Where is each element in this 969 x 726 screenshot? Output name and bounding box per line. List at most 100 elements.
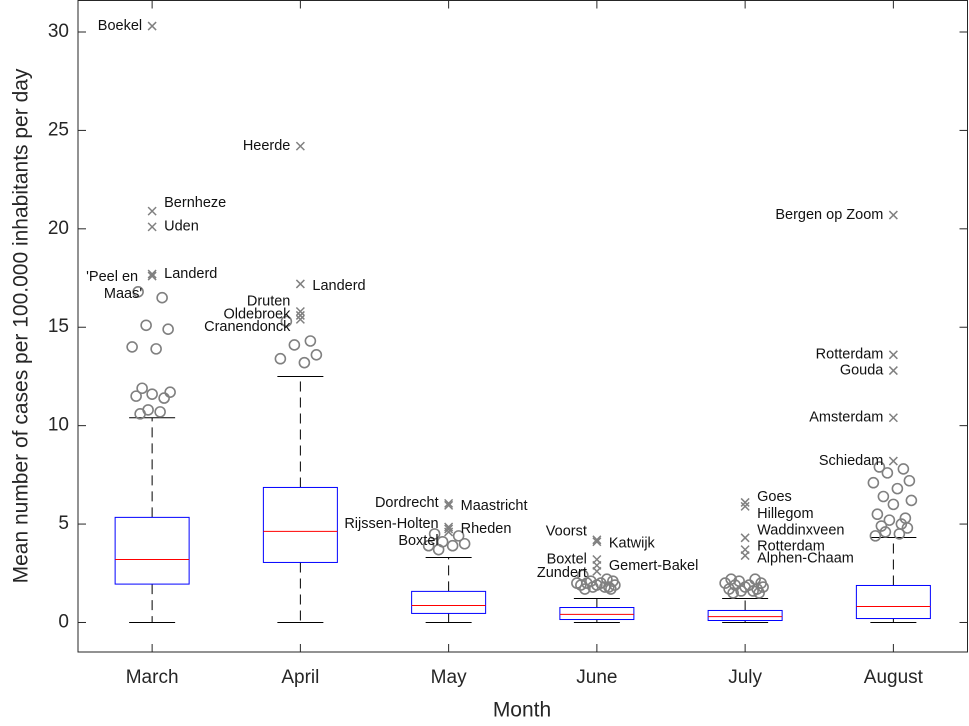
outlier-label: Uden — [164, 219, 199, 235]
extreme-outlier — [295, 141, 305, 151]
extreme-outlier — [147, 21, 157, 31]
outlier-label: Alphen-Chaam — [757, 550, 854, 566]
x-tick-label: April — [281, 667, 319, 688]
outlier — [154, 406, 166, 418]
outlier — [727, 587, 739, 599]
outlier — [132, 286, 144, 298]
y-tick-label: 25 — [48, 119, 69, 140]
x-axis-label: Month — [493, 699, 551, 722]
extreme-outlier — [444, 527, 454, 537]
outlier — [747, 585, 759, 597]
extreme-outlier — [740, 533, 750, 543]
outlier — [140, 319, 152, 332]
outlier — [150, 343, 162, 355]
y-tick-label: 10 — [48, 415, 69, 436]
extreme-outlier — [592, 566, 602, 576]
extreme-outlier — [888, 210, 898, 220]
x-tick-label: March — [126, 667, 179, 688]
box — [262, 486, 338, 563]
outlier — [458, 537, 471, 550]
outlier — [871, 508, 884, 521]
outlier — [579, 583, 591, 595]
outlier-label: Schiedam — [819, 453, 883, 469]
outlier — [601, 573, 613, 585]
x-tick-label: July — [728, 667, 762, 688]
extreme-outlier — [444, 498, 454, 508]
extreme-outlier — [147, 222, 157, 232]
extreme-outlier — [740, 501, 750, 511]
outlier-label: Bergen op Zoom — [775, 207, 883, 223]
outlier-label: Cranendonck — [204, 319, 291, 335]
outlier-label: Dordrecht — [375, 495, 439, 511]
outlier-label: Gouda — [840, 362, 884, 378]
outlier — [877, 490, 890, 503]
outlier-label: Heerde — [243, 138, 291, 154]
extreme-outlier — [740, 497, 750, 507]
outlier — [875, 520, 888, 532]
outlier — [753, 587, 765, 599]
outlier-label: Goes — [757, 489, 792, 505]
outlier-label: Landerd — [312, 278, 365, 294]
outlier — [428, 528, 441, 540]
outlier — [452, 530, 465, 542]
extreme-outlier — [147, 206, 157, 216]
extreme-outlier — [147, 271, 157, 281]
outlier-label: Druten — [247, 293, 291, 309]
y-tick-label: 30 — [48, 21, 69, 42]
outlier-label: Zundert — [537, 565, 587, 581]
outlier-label: Landerd — [164, 266, 217, 282]
outlier — [158, 392, 170, 404]
outlier — [735, 585, 747, 597]
plot-frame — [77, 0, 968, 653]
outlier — [893, 528, 906, 540]
outlier — [903, 474, 916, 487]
outlier — [288, 339, 301, 351]
outlier — [446, 539, 459, 552]
outlier-label: Rotterdam — [816, 347, 884, 363]
extreme-outlier — [592, 537, 602, 547]
outlier — [432, 543, 445, 556]
extreme-outlier — [147, 269, 157, 279]
outlier — [575, 579, 587, 591]
extreme-outlier — [295, 279, 305, 289]
extreme-outlier — [295, 306, 305, 317]
outlier — [879, 526, 892, 538]
outlier — [887, 498, 900, 511]
outlier — [881, 467, 894, 479]
y-tick-label: 0 — [58, 611, 69, 632]
y-axis-label: Mean number of cases per 100.000 inhabit… — [10, 68, 33, 583]
extreme-outlier — [444, 500, 454, 510]
extreme-outlier — [740, 551, 750, 561]
extreme-outlier — [295, 314, 305, 324]
outlier — [905, 494, 918, 507]
outlier-label: Katwijk — [609, 536, 656, 552]
extreme-outlier — [888, 456, 898, 466]
outlier-label: Maastricht — [461, 498, 528, 514]
outlier-label: 'Peel en Maas' — [86, 269, 142, 302]
outlier — [136, 382, 148, 395]
box — [114, 516, 190, 585]
outlier — [422, 539, 435, 552]
outlier — [304, 335, 317, 347]
outlier — [280, 315, 293, 328]
outlier — [757, 581, 769, 593]
outlier-label: Bernheze — [164, 195, 226, 211]
box — [559, 607, 635, 621]
y-tick-label: 15 — [48, 316, 69, 337]
outlier — [723, 583, 735, 595]
outlier — [869, 530, 882, 542]
x-tick-label: June — [576, 667, 617, 688]
outlier — [146, 388, 158, 400]
outlier-label: Amsterdam — [809, 410, 883, 426]
outlier — [867, 476, 880, 489]
outlier — [134, 408, 146, 420]
extreme-outlier — [888, 366, 898, 376]
outlier — [901, 522, 914, 534]
outlier-label: Rotterdam — [757, 538, 825, 554]
outlier-label: Boxtel — [547, 551, 587, 567]
outlier-label: Rijssen-Holten — [344, 516, 438, 532]
outlier — [130, 390, 142, 402]
extreme-outlier — [444, 524, 454, 534]
extreme-outlier — [592, 535, 602, 545]
